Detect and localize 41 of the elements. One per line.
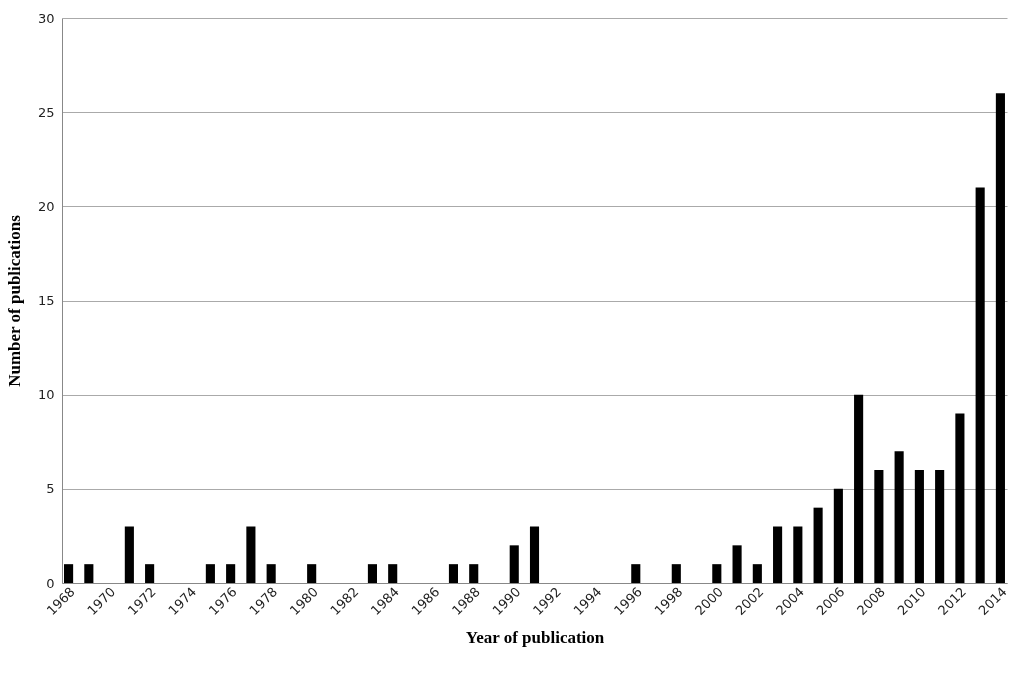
bar (671, 564, 681, 583)
y-tick-label: 20 (37, 198, 55, 214)
bar (367, 564, 377, 583)
bar (226, 564, 236, 583)
x-axis-title: Year of publication (465, 628, 605, 648)
bar (935, 470, 945, 583)
bar (793, 526, 803, 583)
bar (469, 564, 479, 583)
bar (145, 564, 155, 583)
bar (995, 93, 1005, 583)
bar (266, 564, 276, 583)
bar (509, 545, 519, 583)
y-tick-label: 30 (37, 10, 55, 26)
bar (631, 564, 641, 583)
y-tick-label: 10 (37, 387, 55, 403)
bar (84, 564, 94, 583)
bar (854, 394, 864, 583)
bar (64, 564, 74, 583)
bar (124, 526, 134, 583)
y-axis-title: Number of publications (4, 214, 24, 387)
y-tick-label: 5 (46, 481, 55, 497)
bar (894, 451, 904, 583)
bar (833, 488, 843, 583)
bar (388, 564, 398, 583)
y-tick-label: 0 (46, 575, 55, 591)
y-tick-label: 25 (37, 104, 55, 120)
bar (307, 564, 317, 583)
y-tick-label: 15 (37, 293, 55, 308)
bar (773, 526, 783, 583)
bar (448, 564, 459, 583)
bar (914, 470, 924, 583)
bar (205, 564, 215, 583)
bar (529, 526, 540, 583)
bar (955, 413, 965, 583)
bar (732, 545, 742, 583)
bar (874, 470, 884, 583)
bar (712, 564, 722, 583)
bar (246, 526, 256, 583)
bar (975, 187, 985, 583)
bar (813, 507, 823, 583)
bar (752, 564, 762, 583)
